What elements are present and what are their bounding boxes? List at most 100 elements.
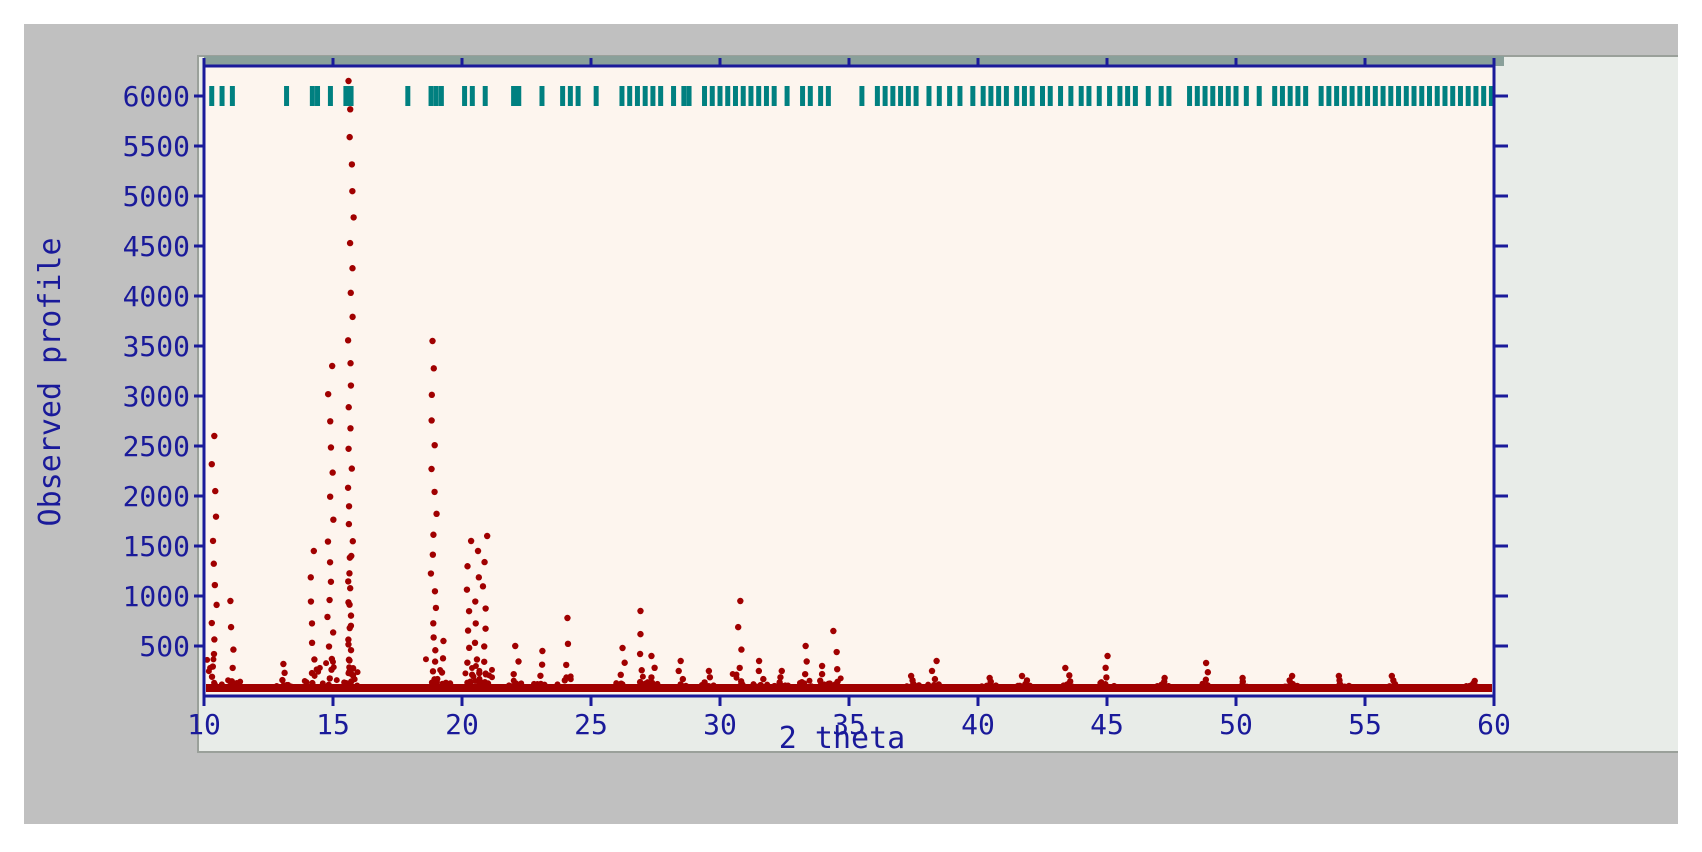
observed-point — [288, 683, 295, 690]
y-tick-label: 500 — [139, 630, 190, 663]
observed-point — [209, 537, 217, 545]
observed-point — [778, 667, 785, 675]
observed-point — [301, 677, 308, 684]
observed-point — [834, 665, 841, 673]
observed-point — [329, 658, 336, 665]
observed-point — [315, 668, 322, 675]
observed-point — [350, 214, 357, 221]
observed-point — [429, 551, 437, 558]
observed-point — [1335, 672, 1343, 680]
x-tick-label: 25 — [574, 708, 608, 741]
observed-point — [474, 547, 482, 555]
observed-point — [211, 432, 218, 440]
observed-point — [483, 532, 491, 540]
observed-point — [518, 680, 525, 687]
observed-point — [782, 684, 789, 691]
observed-point — [1473, 683, 1480, 690]
observed-point — [818, 670, 826, 678]
observed-point — [739, 681, 746, 688]
observed-point — [348, 552, 355, 560]
y-tick-label: 2000 — [123, 480, 190, 513]
observed-point — [992, 682, 999, 689]
observed-point — [481, 558, 488, 566]
observed-point — [933, 657, 940, 665]
observed-point — [227, 623, 235, 631]
observed-point — [818, 662, 826, 670]
observed-point — [1294, 684, 1301, 691]
observed-point — [345, 445, 352, 452]
observed-point — [636, 650, 644, 658]
observed-point — [1165, 683, 1172, 690]
observed-point — [830, 627, 837, 635]
observed-point — [777, 674, 784, 681]
observed-point — [213, 601, 220, 609]
observed-point — [345, 404, 352, 411]
y-tick-label: 4500 — [123, 230, 190, 263]
observed-point — [937, 683, 944, 690]
observed-point — [798, 682, 805, 689]
y-axis-title: Observed profile — [33, 238, 68, 527]
observed-point — [430, 620, 437, 627]
observed-point — [280, 660, 287, 668]
observed-point — [1066, 672, 1073, 679]
observed-point — [510, 677, 517, 684]
y-tick-label: 2500 — [123, 430, 190, 463]
y-tick-label: 6000 — [123, 80, 190, 113]
observed-point — [645, 680, 652, 687]
observed-point — [1104, 652, 1111, 660]
observed-point — [347, 382, 355, 389]
observed-point — [1102, 664, 1109, 672]
observed-point — [803, 658, 810, 665]
observed-point — [204, 656, 211, 663]
observed-point — [349, 265, 356, 272]
observed-point — [981, 684, 988, 691]
y-axis: 500 1000 1500 2000 2500 3000 3500 4000 4500 5000 5… — [123, 80, 1508, 663]
observed-point — [346, 601, 353, 608]
observed-point — [986, 674, 993, 682]
observed-point — [1203, 683, 1210, 690]
observed-point — [679, 675, 687, 683]
observed-point — [615, 681, 622, 688]
observed-point — [347, 646, 355, 654]
observed-point — [931, 675, 939, 683]
observed-point — [227, 597, 234, 605]
reflection-ticks — [209, 86, 1494, 106]
observed-point — [346, 133, 353, 141]
observed-point — [1471, 677, 1478, 685]
observed-point — [564, 640, 572, 648]
observed-point — [308, 684, 316, 692]
observed-point — [481, 658, 488, 665]
observed-point — [806, 677, 813, 684]
observed-point — [346, 239, 354, 247]
observed-point — [427, 570, 435, 577]
observed-point — [619, 681, 626, 688]
observed-point — [211, 679, 218, 686]
observed-point — [1014, 682, 1021, 689]
observed-point — [482, 670, 489, 677]
observed-point — [205, 668, 212, 675]
observed-point — [210, 650, 218, 658]
observed-point — [327, 444, 335, 451]
y-tick-label: 4000 — [123, 280, 190, 313]
observed-point — [637, 607, 644, 615]
observed-point — [348, 465, 356, 472]
observed-point — [438, 669, 446, 676]
x-tick-label: 50 — [1219, 708, 1253, 741]
observed-point — [750, 683, 757, 690]
observed-point — [808, 683, 815, 690]
observed-point — [705, 667, 713, 675]
observed-point — [422, 656, 429, 663]
observed-point — [471, 639, 479, 647]
observed-point — [347, 667, 354, 674]
observed-point — [349, 187, 356, 195]
observed-point — [563, 674, 570, 681]
x-tick-label: 35 — [832, 708, 866, 741]
observed-point — [928, 667, 936, 675]
x-tick-label: 15 — [316, 708, 350, 741]
observed-point — [354, 669, 361, 676]
x-tick-label: 45 — [1090, 708, 1124, 741]
observed-point — [310, 547, 318, 555]
observed-point — [776, 679, 783, 686]
chart-frame: 10 15 20 25 30 35 40 45 50 55 60 500 1000 1500 2000 25… — [24, 24, 1678, 824]
observed-point — [432, 604, 440, 612]
